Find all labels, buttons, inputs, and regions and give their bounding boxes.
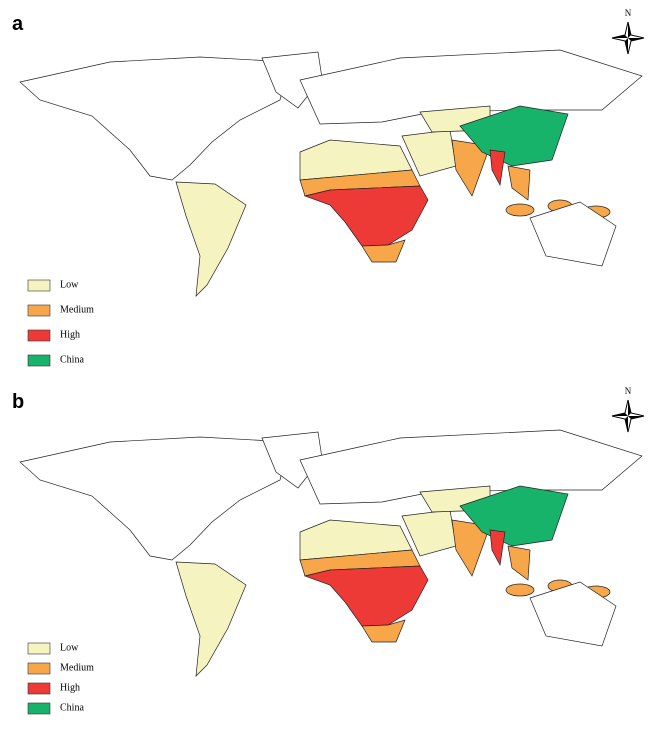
legend-label: Low — [60, 279, 79, 290]
legend-label: High — [60, 329, 80, 340]
legend-label: High — [60, 682, 80, 693]
north-label: N — [625, 386, 632, 396]
legend-swatch — [27, 279, 51, 292]
north-label: N — [625, 8, 632, 18]
legend-swatch — [27, 329, 51, 342]
north-arrow — [611, 21, 645, 55]
legend-swatch — [27, 662, 51, 675]
legend-swatch — [27, 642, 51, 655]
legend-swatch — [27, 682, 51, 695]
world-map — [19, 49, 643, 297]
legend-label: China — [60, 702, 84, 713]
legend-swatch — [27, 702, 51, 715]
world-map — [19, 429, 643, 677]
north-arrow — [611, 399, 645, 433]
legend-swatch — [27, 304, 51, 317]
legend-label: China — [60, 354, 84, 365]
panel-label: a — [12, 13, 24, 35]
legend-label: Medium — [60, 304, 94, 315]
panel-label: b — [12, 391, 24, 413]
legend-swatch — [27, 354, 51, 367]
legend-label: Low — [60, 642, 79, 653]
legend-label: Medium — [60, 662, 94, 673]
